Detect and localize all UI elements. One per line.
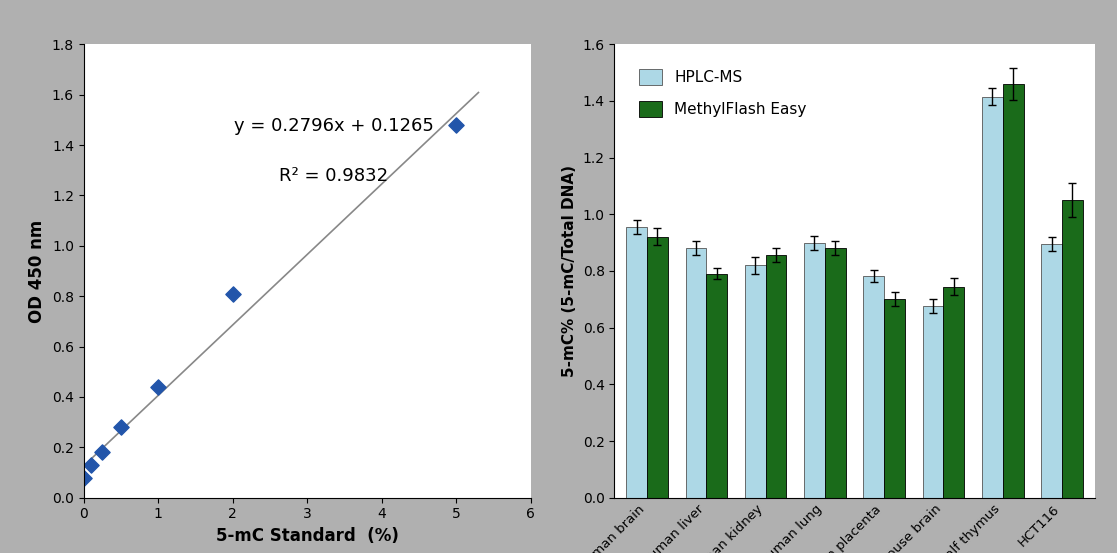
- Point: [83, 461, 101, 469]
- Y-axis label: OD 450 nm: OD 450 nm: [28, 220, 47, 322]
- Point: [150, 383, 168, 392]
- Point: [75, 473, 93, 482]
- Bar: [1003, 84, 1023, 498]
- Bar: [863, 276, 885, 498]
- Bar: [765, 255, 786, 498]
- Bar: [706, 274, 727, 498]
- Bar: [647, 237, 668, 498]
- Point: [94, 448, 112, 457]
- X-axis label: 5-mC Standard  (%): 5-mC Standard (%): [216, 527, 399, 545]
- Bar: [1041, 244, 1062, 498]
- Bar: [804, 243, 824, 498]
- Text: y = 0.2796x + 0.1265: y = 0.2796x + 0.1265: [235, 117, 433, 135]
- Bar: [923, 306, 944, 498]
- Bar: [885, 299, 905, 498]
- Bar: [686, 248, 706, 498]
- Bar: [824, 248, 846, 498]
- Legend: HPLC-MS, MethylFlash Easy: HPLC-MS, MethylFlash Easy: [631, 61, 814, 125]
- Bar: [1062, 200, 1082, 498]
- Bar: [745, 265, 765, 498]
- Bar: [944, 286, 964, 498]
- Text: R² = 0.9832: R² = 0.9832: [279, 167, 389, 185]
- Bar: [982, 97, 1003, 498]
- Point: [223, 289, 241, 298]
- Point: [112, 422, 130, 431]
- Bar: [627, 227, 647, 498]
- Point: [447, 121, 465, 129]
- Y-axis label: 5-mC% (5-mC/Total DNA): 5-mC% (5-mC/Total DNA): [562, 165, 577, 377]
